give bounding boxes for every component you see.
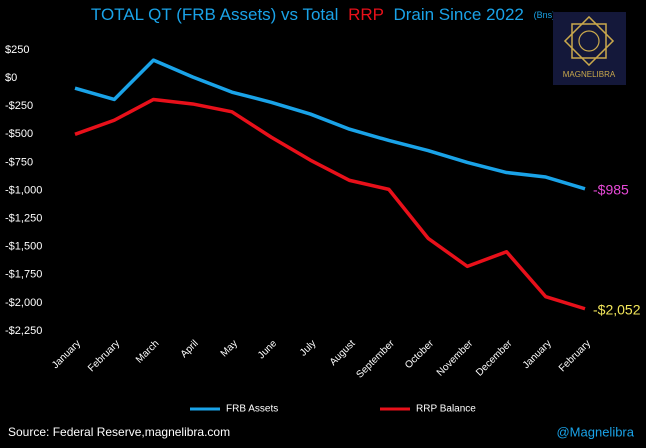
y-tick-label: -$1,250	[5, 213, 42, 225]
x-tick-label: April	[179, 338, 201, 360]
logo-shape	[571, 23, 607, 59]
legend-label: RRP Balance	[416, 404, 476, 415]
x-tick-label: June	[256, 338, 279, 361]
y-tick-label: $0	[5, 72, 17, 84]
value-label: -$2,052	[593, 301, 641, 317]
source: Source: Federal Reserve,magnelibra.com	[8, 425, 230, 439]
y-tick-label: -$2,000	[5, 297, 42, 309]
x-tick-label: May	[219, 338, 240, 359]
chart-title: TOTAL QT (FRB Assets) vs Total RRP Drain…	[91, 5, 555, 24]
series-line	[74, 58, 586, 191]
x-tick-label: November	[435, 338, 476, 379]
x-tick-label: January	[50, 338, 83, 371]
x-tick-label: December	[474, 338, 515, 379]
x-tick-label: October	[403, 338, 436, 371]
y-tick-label: $250	[5, 44, 29, 56]
x-tick-label: August	[328, 338, 358, 368]
y-tick-label: -$1,000	[5, 184, 42, 196]
y-tick-label: -$750	[5, 156, 33, 168]
title-part: RRP	[348, 5, 384, 24]
x-tick-label: February	[557, 338, 593, 374]
y-tick-label: -$2,250	[5, 325, 42, 337]
value-label: -$985	[593, 182, 629, 198]
logo-shape	[578, 30, 600, 52]
legend-label: FRB Assets	[226, 404, 278, 415]
title-part: TOTAL QT (FRB Assets) vs Total	[91, 5, 339, 24]
logo-text: MAGNELIBRA	[563, 70, 616, 79]
y-tick-label: -$250	[5, 100, 33, 112]
title-part: Drain Since 2022	[393, 5, 523, 24]
x-tick-label: July	[298, 338, 318, 358]
handle: @Magnelibra	[556, 424, 634, 439]
x-tick-label: March	[134, 338, 161, 365]
logo-shape	[563, 15, 615, 67]
x-tick-label: January	[521, 338, 554, 371]
x-tick-label: September	[354, 338, 397, 381]
title-part: (Bns)	[534, 10, 556, 20]
y-tick-label: -$1,500	[5, 241, 42, 253]
x-tick-label: February	[86, 338, 122, 374]
logo: MAGNELIBRA	[553, 12, 626, 85]
series-line	[74, 97, 586, 311]
y-tick-label: -$500	[5, 128, 33, 140]
y-tick-label: -$1,750	[5, 269, 42, 281]
